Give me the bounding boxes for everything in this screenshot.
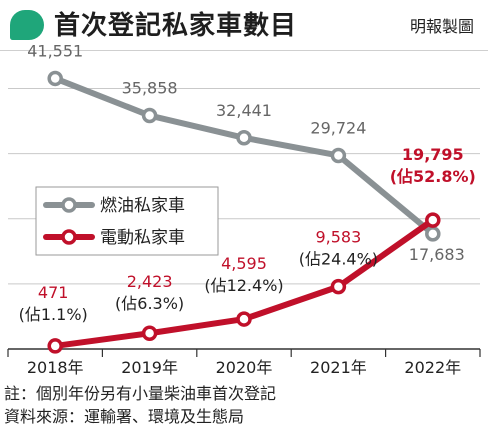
data-sublabel: (佔1.1%) — [19, 305, 88, 324]
footnote-note: 註：個別年份另有小量柴油車首次登記 — [4, 384, 277, 403]
speech-bubble-icon — [10, 10, 44, 40]
legend-label: 電動私家車 — [100, 228, 185, 248]
data-labels: 41,551 35,858 32,441 29,724 17,683 471 (佔1.1%)… — [19, 41, 476, 323]
data-sublabel: (佔12.4%) — [204, 276, 283, 295]
data-point — [236, 130, 252, 146]
data-point — [330, 147, 347, 164]
data-point — [236, 311, 252, 327]
footnote-source: 資料來源：運輸署、環境及生態局 — [4, 407, 245, 426]
x-tick-label: 2018年 — [27, 358, 84, 377]
data-point — [425, 212, 441, 228]
data-sublabel: (佔24.4%) — [299, 250, 378, 269]
data-point — [47, 70, 63, 87]
x-tick-label: 2022年 — [404, 358, 461, 377]
data-label: 17,683 — [409, 245, 465, 264]
legend-swatch-marker — [61, 197, 77, 213]
data-point — [330, 278, 347, 295]
chart-title: 首次登記私家車數目 — [54, 11, 298, 41]
header-divider — [0, 50, 488, 51]
data-sublabel: (佔6.3%) — [115, 294, 184, 313]
data-point — [47, 338, 63, 354]
x-tick-label: 2020年 — [216, 358, 273, 377]
publisher-tag: 明報製圖 — [409, 17, 474, 36]
data-label: 41,551 — [27, 41, 83, 60]
data-point — [141, 325, 158, 341]
data-sublabel: (佔52.8%) — [390, 167, 476, 186]
header: 首次登記私家車數目 明報製圖 — [0, 0, 488, 52]
footnotes: 註：個別年份另有小量柴油車首次登記 資料來源：運輸署、環境及生態局 — [4, 382, 484, 428]
x-tick-label: 2021年 — [310, 358, 367, 377]
data-point — [425, 226, 441, 242]
data-points — [47, 70, 441, 354]
data-point — [141, 107, 158, 124]
data-label: 9,583 — [315, 228, 361, 247]
x-axis: 2018年 2019年 2020年 2021年 2022年 — [7, 348, 481, 377]
legend-swatch-marker — [61, 229, 77, 245]
legend-label: 燃油私家車 — [100, 196, 185, 216]
data-label: 2,423 — [127, 272, 173, 291]
data-label: 19,795 — [402, 145, 464, 164]
data-label: 32,441 — [216, 101, 272, 120]
data-label: 471 — [38, 283, 69, 302]
data-label: 4,595 — [221, 254, 267, 273]
data-label: 35,858 — [122, 79, 178, 98]
x-tick-label: 2019年 — [121, 358, 178, 377]
data-label: 29,724 — [310, 118, 366, 137]
